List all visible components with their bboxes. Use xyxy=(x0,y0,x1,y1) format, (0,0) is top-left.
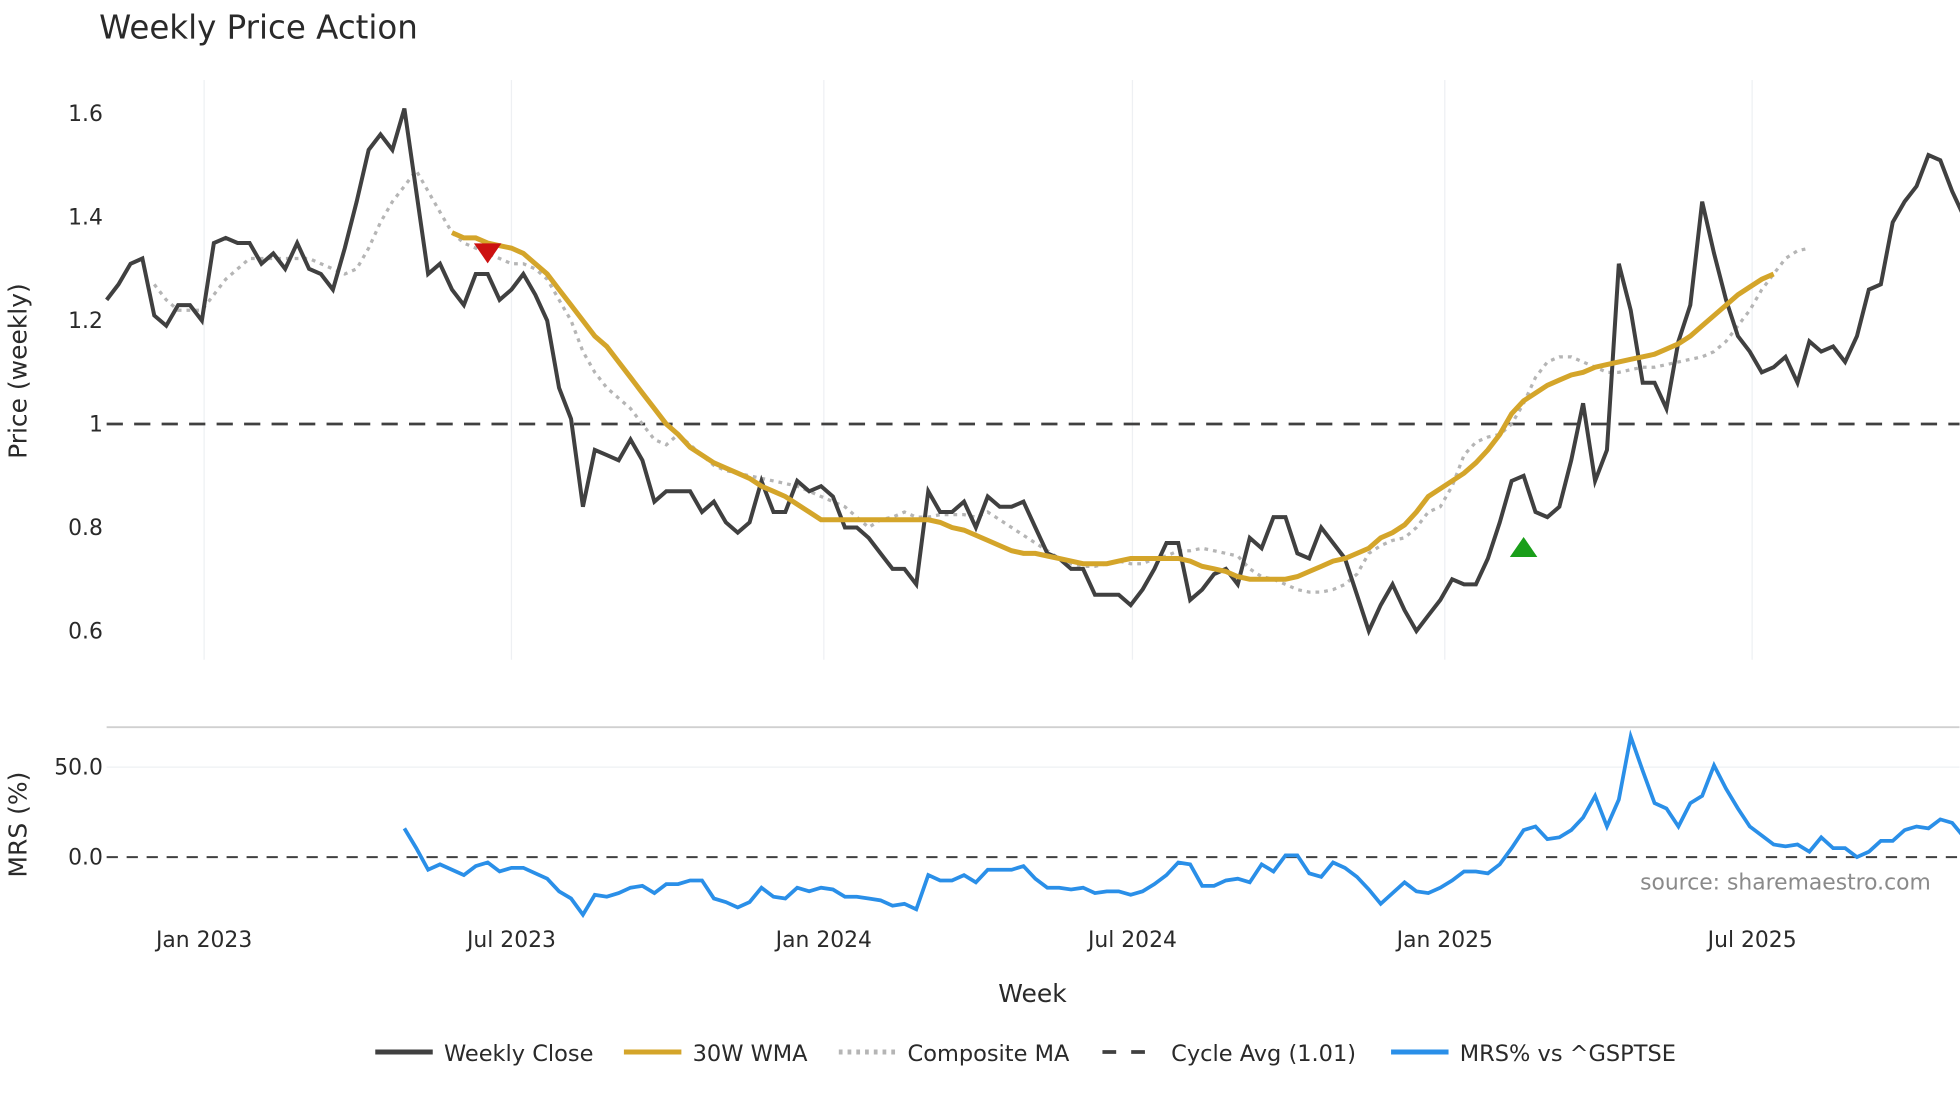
legend-label: Weekly Close xyxy=(444,1041,593,1067)
buy-signal-marker-icon[interactable] xyxy=(1509,536,1538,557)
legend-item[interactable]: Weekly Close xyxy=(375,1041,593,1067)
legend-item[interactable]: 30W WMA xyxy=(623,1041,809,1067)
legend-label: MRS% vs ^GSPTSE xyxy=(1460,1041,1676,1067)
price-y-tick-label: 0.6 xyxy=(68,619,103,644)
mrs-y-axis-title: MRS (%) xyxy=(4,772,33,878)
sell-signal-marker-icon[interactable] xyxy=(473,243,502,264)
legend-item[interactable]: Cycle Avg (1.01) xyxy=(1102,1041,1356,1067)
legend-label: 30W WMA xyxy=(693,1041,809,1067)
mrs-y-tick-label: 0.0 xyxy=(68,846,103,871)
price-y-ticks: 1.6 1.4 1.2 1 0.8 0.6 xyxy=(68,102,103,644)
legend-item[interactable]: Composite MA xyxy=(838,1041,1070,1067)
price-y-tick-label: 1 xyxy=(89,413,103,438)
price-y-tick-label: 0.8 xyxy=(68,516,103,541)
x-tick-label: Jan 2024 xyxy=(774,928,872,953)
mrs-y-ticks: 50.0 0.0 xyxy=(54,756,1960,871)
price-vertical-gridlines xyxy=(203,79,1753,660)
legend-label: Cycle Avg (1.01) xyxy=(1171,1041,1356,1067)
mrs-y-tick-label: 50.0 xyxy=(54,756,103,781)
wma-30w-line xyxy=(450,230,1775,582)
legend: Weekly Close 30W WMA Composite MA Cycle Avg… xyxy=(375,1041,1676,1067)
price-y-tick-label: 1.2 xyxy=(68,309,103,334)
x-tick-label: Jul 2024 xyxy=(1086,928,1177,953)
x-axis-title: Week xyxy=(998,979,1067,1008)
price-y-tick-label: 1.6 xyxy=(68,102,103,127)
legend-label: Composite MA xyxy=(908,1041,1070,1067)
price-panel: 1.6 1.4 1.2 1 0.8 0.6 Price (weekly) xyxy=(4,79,1960,660)
price-y-tick-label: 1.4 xyxy=(68,206,103,231)
weekly-close-line xyxy=(105,108,1960,637)
price-y-axis-title: Price (weekly) xyxy=(4,283,33,459)
x-tick-label: Jul 2023 xyxy=(465,928,556,953)
legend-item[interactable]: MRS% vs ^GSPTSE xyxy=(1391,1041,1676,1067)
mrs-line xyxy=(402,729,1960,919)
x-tick-label: Jan 2025 xyxy=(1395,928,1493,953)
x-axis-ticks: Jan 2023 Jul 2023 Jan 2024 Jul 2024 Jan 2025… xyxy=(154,928,1797,953)
mrs-panel: 50.0 0.0 MRS (%) source: sharemaestro.com xyxy=(4,729,1960,919)
source-attribution: source: sharemaestro.com xyxy=(1640,871,1931,896)
chart-title: Weekly Price Action xyxy=(99,9,418,47)
x-tick-label: Jul 2025 xyxy=(1706,928,1797,953)
x-tick-label: Jan 2023 xyxy=(154,928,252,953)
